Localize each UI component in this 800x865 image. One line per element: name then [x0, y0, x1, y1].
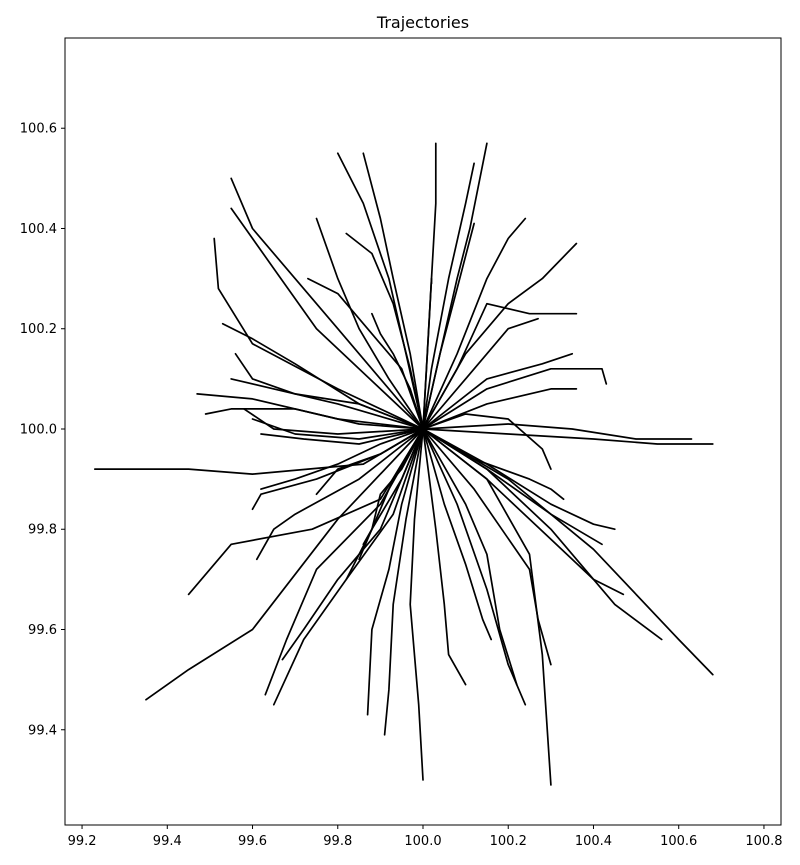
trajectory-line-26	[422, 413, 552, 470]
x-tick-label: 99.4	[153, 834, 182, 849]
axis-ticks: 99.2 99.4 99.6 99.8 100.0 100.2 100.4 100.6 100.…	[20, 122, 783, 849]
trajectory-line-36	[422, 162, 475, 430]
trajectory-line-28	[422, 367, 608, 430]
trajectory-lines	[93, 142, 714, 786]
x-tick-label: 100.8	[745, 834, 782, 849]
trajectory-line-57	[358, 428, 424, 561]
trajectory-line-43	[307, 277, 424, 430]
trajectory-line-4	[255, 428, 424, 561]
trajectory-line-58	[362, 428, 424, 546]
trajectory-line-49	[230, 378, 424, 430]
trajectory-line-59	[371, 312, 424, 430]
trajectory-line-8	[345, 428, 424, 581]
trajectory-line-21	[422, 428, 616, 531]
trajectory-line-9	[366, 428, 424, 716]
trajectory-line-32	[422, 242, 578, 430]
trajectory-line-54	[260, 428, 424, 445]
trajectory-line-18	[422, 428, 625, 596]
trajectory-line-33	[422, 217, 527, 430]
trajectory-line-22	[422, 428, 603, 546]
trajectory-line-55	[260, 428, 424, 490]
trajectory-line-23	[422, 428, 565, 501]
x-tick-label: 100.0	[404, 834, 441, 849]
x-tick-label: 100.2	[490, 834, 527, 849]
x-tick-label: 99.6	[238, 834, 267, 849]
trajectory-line-15	[422, 428, 518, 686]
trajectory-line-50	[196, 393, 424, 430]
y-tick-label: 100.4	[20, 222, 57, 237]
trajectory-line-13	[422, 428, 493, 641]
trajectory-line-27	[422, 388, 578, 430]
trajectory-line-17	[422, 428, 552, 666]
trajectory-line-30	[422, 317, 539, 430]
trajectory-line-42	[315, 217, 424, 430]
trajectory-line-38	[422, 142, 437, 430]
trajectory-line-5	[264, 428, 424, 696]
x-tick-label: 99.2	[68, 834, 97, 849]
trajectory-line-52	[243, 408, 424, 435]
trajectory-line-35	[422, 222, 475, 430]
trajectory-line-51	[204, 408, 424, 430]
trajectory-line-19	[422, 428, 663, 641]
x-tick-label: 100.6	[660, 834, 697, 849]
trajectory-line-47	[221, 322, 424, 430]
y-tick-label: 99.6	[28, 623, 57, 638]
trajectory-line-46	[213, 237, 424, 430]
trajectory-line-39	[362, 152, 424, 430]
trajectory-line-24	[422, 423, 693, 440]
chart-title: Trajectories	[376, 13, 469, 32]
x-tick-label: 99.8	[323, 834, 352, 849]
plot-frame	[64, 37, 782, 826]
trajectory-line-25	[422, 428, 714, 445]
trajectory-line-29	[422, 352, 574, 430]
trajectory-line-53	[251, 418, 424, 440]
trajectory-line-12	[422, 428, 467, 686]
y-tick-label: 100.0	[20, 422, 57, 437]
trajectory-line-10	[383, 428, 424, 736]
trajectory-line-7	[281, 428, 424, 661]
trajectory-line-11	[409, 428, 424, 781]
trajectory-line-1	[145, 428, 424, 701]
trajectory-line-16	[422, 428, 552, 786]
trajectory-line-45	[230, 207, 424, 430]
trajectory-line-20	[422, 428, 714, 676]
trajectory-line-44	[230, 177, 424, 430]
trajectory-line-41	[345, 232, 424, 430]
x-tick-label: 100.4	[575, 834, 612, 849]
y-tick-label: 99.8	[28, 523, 57, 538]
y-tick-label: 99.4	[28, 723, 57, 738]
trajectory-line-56	[315, 428, 424, 496]
y-tick-label: 100.6	[20, 122, 57, 137]
y-tick-label: 100.2	[20, 322, 57, 337]
